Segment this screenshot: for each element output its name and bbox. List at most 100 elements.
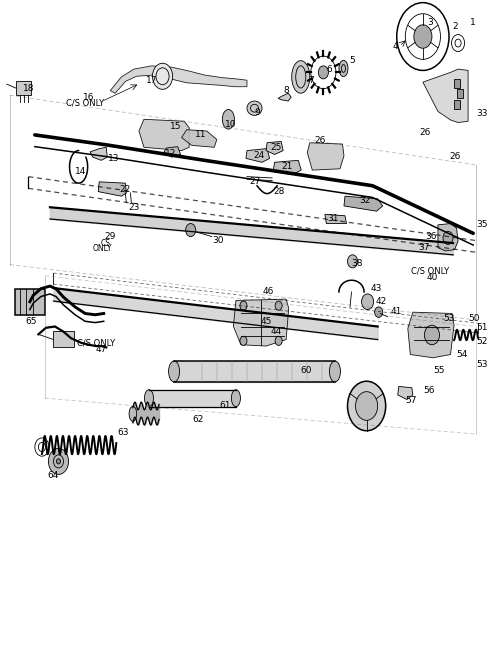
Text: 37: 37 <box>419 242 430 251</box>
Text: 8: 8 <box>283 86 289 95</box>
Polygon shape <box>90 148 107 161</box>
Polygon shape <box>344 196 383 211</box>
Text: 53: 53 <box>476 360 488 369</box>
Text: 46: 46 <box>263 287 274 296</box>
Circle shape <box>48 449 69 475</box>
Text: 40: 40 <box>426 273 437 282</box>
Text: 2: 2 <box>452 22 458 31</box>
Text: 42: 42 <box>376 297 387 306</box>
Text: 11: 11 <box>195 130 207 139</box>
Text: 25: 25 <box>271 143 282 151</box>
Ellipse shape <box>247 101 262 116</box>
Ellipse shape <box>231 390 240 407</box>
Text: 54: 54 <box>457 350 468 359</box>
Text: 60: 60 <box>300 366 312 375</box>
Text: 24: 24 <box>253 151 264 160</box>
Text: 31: 31 <box>328 214 339 223</box>
Circle shape <box>443 231 453 244</box>
Text: 56: 56 <box>424 386 435 395</box>
Polygon shape <box>325 214 346 223</box>
Text: 21: 21 <box>282 163 293 171</box>
Circle shape <box>240 336 247 345</box>
Polygon shape <box>266 142 283 155</box>
Text: 7: 7 <box>308 76 314 86</box>
Ellipse shape <box>330 361 341 382</box>
Text: 45: 45 <box>261 317 272 326</box>
Polygon shape <box>110 66 247 93</box>
Polygon shape <box>278 93 291 101</box>
Polygon shape <box>139 119 189 151</box>
Text: 22: 22 <box>120 185 131 194</box>
Text: 23: 23 <box>128 202 140 212</box>
Ellipse shape <box>145 390 154 407</box>
Circle shape <box>56 459 60 464</box>
Bar <box>454 100 460 109</box>
Text: 55: 55 <box>433 366 445 375</box>
Text: 26: 26 <box>420 129 431 138</box>
Polygon shape <box>438 223 458 251</box>
Polygon shape <box>181 130 217 148</box>
Text: 62: 62 <box>192 415 204 424</box>
Text: 63: 63 <box>117 428 129 438</box>
Text: 53: 53 <box>444 313 455 323</box>
Circle shape <box>275 301 282 310</box>
Text: C/S ONLY: C/S ONLY <box>77 338 115 347</box>
Bar <box>454 79 460 88</box>
Text: 18: 18 <box>23 84 34 93</box>
Circle shape <box>347 255 357 268</box>
Polygon shape <box>246 149 270 163</box>
Circle shape <box>374 307 383 317</box>
Text: 27: 27 <box>250 177 261 185</box>
Text: 26: 26 <box>449 152 460 161</box>
Text: 51: 51 <box>476 323 488 332</box>
Text: 33: 33 <box>476 109 487 118</box>
Circle shape <box>240 301 247 310</box>
Polygon shape <box>423 69 468 123</box>
Circle shape <box>355 392 377 421</box>
Text: 6: 6 <box>327 65 332 74</box>
Text: 10: 10 <box>225 120 237 129</box>
Text: 13: 13 <box>108 154 119 163</box>
Bar <box>15 289 45 315</box>
Text: C/S ONLY: C/S ONLY <box>411 266 450 276</box>
Text: 1: 1 <box>470 18 476 27</box>
Circle shape <box>185 223 196 236</box>
Text: 29: 29 <box>104 232 116 241</box>
Text: ONLY: ONLY <box>93 244 112 253</box>
Text: 64: 64 <box>48 471 59 479</box>
Text: 57: 57 <box>406 396 417 405</box>
Circle shape <box>153 63 172 89</box>
Text: 28: 28 <box>273 187 284 196</box>
Circle shape <box>319 66 329 79</box>
Text: 9: 9 <box>254 108 260 118</box>
Text: 38: 38 <box>351 259 362 268</box>
Text: 44: 44 <box>271 327 282 336</box>
Text: 41: 41 <box>391 307 402 316</box>
Polygon shape <box>307 143 344 170</box>
Ellipse shape <box>292 61 310 93</box>
Text: 35: 35 <box>476 219 487 229</box>
Circle shape <box>275 336 282 345</box>
Polygon shape <box>273 161 301 174</box>
Polygon shape <box>408 312 454 358</box>
Circle shape <box>414 25 432 48</box>
Text: 36: 36 <box>426 232 437 241</box>
Ellipse shape <box>222 110 234 129</box>
Text: 15: 15 <box>170 122 181 131</box>
Circle shape <box>347 381 386 431</box>
Text: 3: 3 <box>427 18 433 27</box>
Text: 12: 12 <box>165 150 176 158</box>
Text: 17: 17 <box>146 76 157 86</box>
Polygon shape <box>233 299 289 346</box>
Text: 50: 50 <box>468 313 480 323</box>
Ellipse shape <box>129 406 137 421</box>
Text: 32: 32 <box>359 197 371 205</box>
Polygon shape <box>98 182 127 196</box>
Text: 16: 16 <box>83 93 94 103</box>
Text: 5: 5 <box>350 56 355 65</box>
Polygon shape <box>164 147 180 157</box>
Text: CS: CS <box>100 238 110 247</box>
Text: 14: 14 <box>76 167 87 176</box>
Text: 65: 65 <box>25 317 37 326</box>
Bar <box>53 331 74 347</box>
